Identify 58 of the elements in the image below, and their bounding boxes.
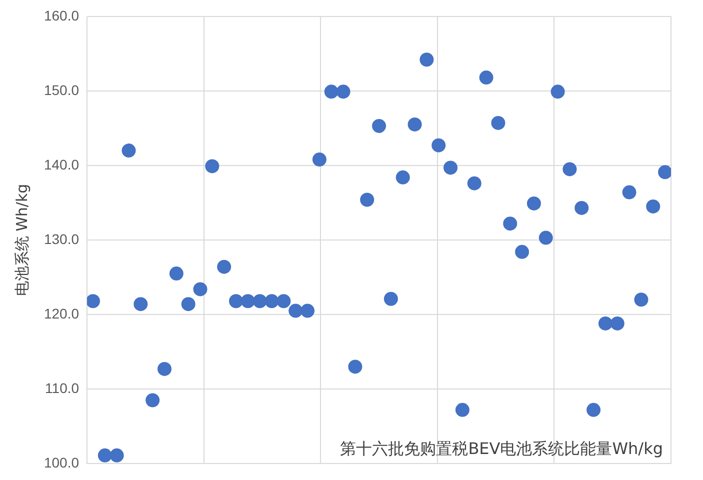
- point: [360, 192, 374, 207]
- point: [229, 294, 244, 308]
- point: [276, 294, 291, 308]
- y-tick-label: 140.0: [44, 156, 80, 172]
- point: [158, 362, 172, 376]
- y-tick-label: 130.0: [44, 230, 80, 247]
- point: [205, 159, 220, 174]
- point: [658, 165, 671, 180]
- point: [467, 176, 482, 190]
- point: [455, 402, 470, 417]
- y-tick-label: 100.0: [44, 454, 80, 470]
- point: [87, 294, 100, 308]
- point: [396, 170, 410, 184]
- point: [240, 294, 255, 308]
- point: [98, 448, 112, 462]
- point: [217, 260, 232, 274]
- point: [181, 297, 196, 312]
- point: [586, 402, 601, 417]
- annotation: 第十六批免购置税BEV电池系统比能量Wh/kg: [340, 438, 663, 458]
- y-tick-label: 110.0: [45, 380, 80, 396]
- y-axis-title: 电池系统 Wh/kg: [12, 184, 31, 296]
- point: [169, 266, 184, 281]
- point: [264, 294, 279, 308]
- point: [134, 297, 148, 312]
- point: [110, 448, 124, 462]
- point: [432, 138, 446, 152]
- point: [122, 144, 136, 158]
- point: [252, 294, 267, 308]
- point: [288, 304, 303, 318]
- point: [420, 52, 434, 67]
- point: [646, 199, 660, 214]
- point: [515, 244, 530, 259]
- point: [634, 292, 648, 307]
- point: [146, 393, 160, 408]
- point: [372, 118, 386, 133]
- point: [503, 216, 518, 231]
- point: [312, 152, 326, 167]
- point: [300, 304, 315, 318]
- y-tick-label: 120.0: [44, 305, 80, 322]
- point: [562, 162, 577, 176]
- point: [444, 160, 458, 175]
- point: [526, 196, 541, 210]
- point: [598, 316, 612, 330]
- point: [193, 282, 208, 296]
- point: [324, 84, 338, 99]
- point: [622, 185, 636, 200]
- y-tick-label: 160.0: [44, 7, 80, 24]
- point: [550, 84, 565, 99]
- point: [408, 117, 422, 132]
- point: [336, 84, 350, 99]
- point: [538, 230, 553, 245]
- y-tick-label: 150.0: [44, 82, 80, 98]
- point: [384, 292, 398, 306]
- point: [479, 70, 494, 85]
- point: [348, 360, 362, 374]
- point: [610, 316, 624, 330]
- point: [574, 200, 589, 215]
- point: [491, 116, 506, 130]
